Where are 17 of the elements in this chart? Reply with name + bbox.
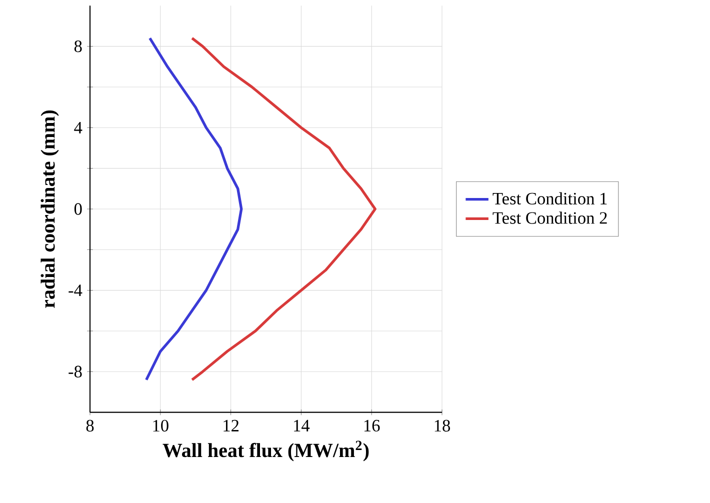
y-axis-title: radial coordinate (mm) [40,110,59,308]
x-axis-title: Wall heat flux (MW/m$^{2}$) [162,440,369,462]
x-tick-label: 8 [86,420,94,432]
line-series [144,36,243,382]
y-tick-label: 0 [74,203,82,215]
y-tick-label: -8 [68,366,82,378]
x-tick-label: 10 [153,420,168,432]
x-tick-label: 12 [224,420,239,432]
y-tick-label: 8 [74,40,82,52]
y-tick-label: -4 [68,284,82,296]
line-series [190,36,376,382]
x-tick-label: 16 [364,420,380,432]
x-tick-label: 14 [294,420,310,432]
legend-label: Test Condition 2 [492,212,607,224]
legend-label: Test Condition 1 [492,192,607,204]
x-tick-label: 18 [434,420,450,432]
y-tick-label: 4 [74,122,82,134]
